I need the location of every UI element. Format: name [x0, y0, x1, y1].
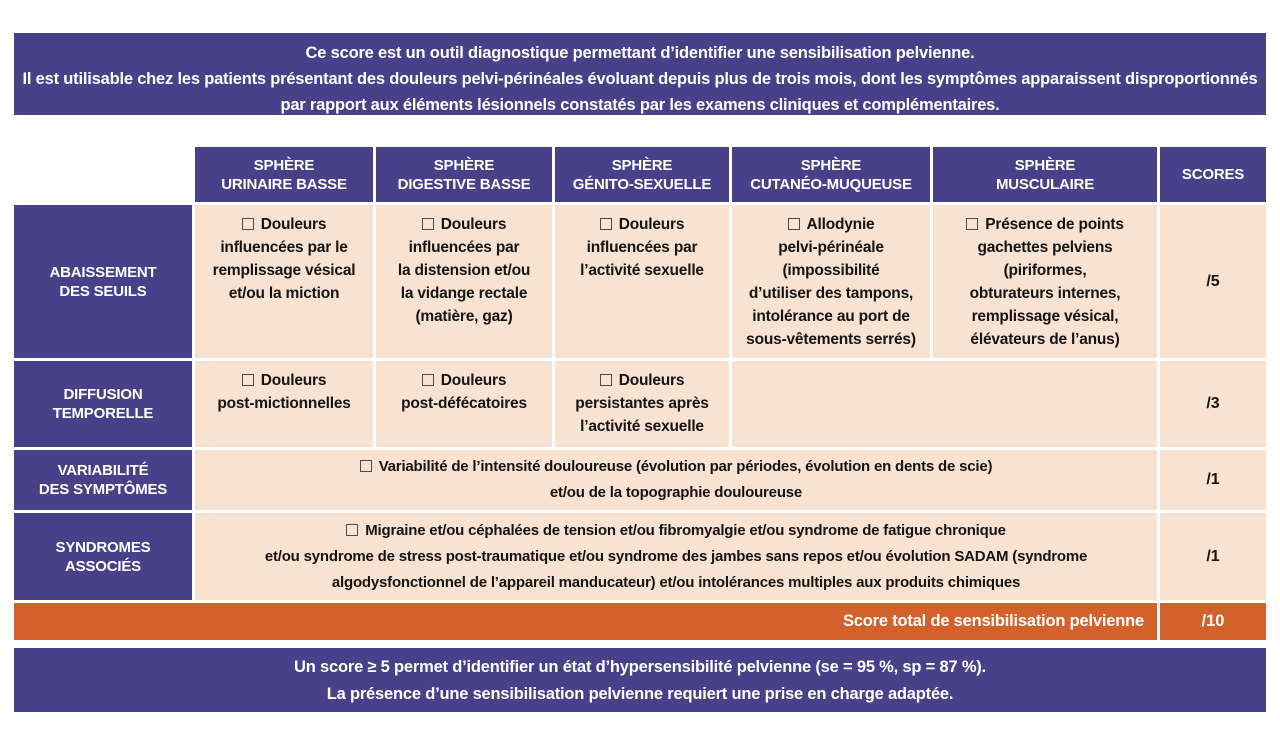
cell-text: Douleurs influencées par la distension e… — [397, 216, 531, 325]
cell-syndromes: Migraine et/ou céphalées de tension et/o… — [195, 513, 1157, 600]
row-header-variabilite-des-symptomes: VARIABILITÉ DES SYMPTÔMES — [14, 450, 192, 510]
row-header-syndromes-associes: SYNDROMES ASSOCIÉS — [14, 513, 192, 600]
cell-variabilite: Variabilité de l’intensité douloureuse (… — [195, 450, 1157, 510]
interpretation-line-1: Un score ≥ 5 permet d’identifier un état… — [294, 658, 986, 676]
checkbox-points-gachettes[interactable] — [966, 218, 979, 230]
row-header-abaissement-des-seuils: ABAISSEMENT DES SEUILS — [14, 205, 192, 358]
checkbox-variabilite[interactable] — [359, 460, 372, 472]
cell-abaissement-cutaneo: Allodynie pelvi-périnéale (impossibilité… — [732, 205, 930, 358]
score-variabilite: /1 — [1160, 450, 1266, 510]
checkbox-post-defecatoires[interactable] — [421, 374, 434, 386]
column-header-sphere-cutaneo-muqueuse: SPHÈRE CUTANÉO-MUQUEUSE — [732, 147, 930, 202]
score-abaissement: /5 — [1160, 205, 1266, 358]
cell-diffusion-genito: Douleurs persistantes après l’activité s… — [555, 361, 729, 447]
cell-text: Variabilité de l’intensité douloureuse (… — [378, 458, 993, 501]
column-header-sphere-musculaire: SPHÈRE MUSCULAIRE — [933, 147, 1157, 202]
checkbox-post-mictionnelles[interactable] — [241, 374, 254, 386]
column-header-sphere-digestive-basse: SPHÈRE DIGESTIVE BASSE — [376, 147, 552, 202]
cell-abaissement-genito: Douleurs influencées par l’activité sexu… — [555, 205, 729, 358]
cell-text: Allodynie pelvi-périnéale (impossibilité… — [746, 216, 916, 348]
checkbox-syndromes[interactable] — [346, 523, 359, 536]
cell-abaissement-musculaire: Présence de points gachettes pelviens (p… — [933, 205, 1157, 358]
intro-banner: Ce score est un outil diagnostique perme… — [14, 33, 1266, 115]
checkbox-douleurs-persistantes[interactable] — [599, 374, 612, 386]
cell-text: Douleurs post-défécatoires — [401, 372, 527, 412]
interpretation-banner: Un score ≥ 5 permet d’identifier un état… — [14, 648, 1266, 712]
cell-abaissement-digestive: Douleurs influencées par la distension e… — [376, 205, 552, 358]
table-corner-empty — [14, 147, 192, 202]
cell-abaissement-urinaire: Douleurs influencées par le remplissage … — [195, 205, 373, 358]
checkbox-douleurs-rectale[interactable] — [421, 218, 434, 230]
row-header-diffusion-temporelle: DIFFUSION TEMPORELLE — [14, 361, 192, 447]
checkbox-douleurs-vesical[interactable] — [241, 218, 254, 230]
checkbox-allodynie[interactable] — [787, 218, 800, 230]
cell-text: Douleurs persistantes après l’activité s… — [575, 372, 709, 435]
score-table: SPHÈRE URINAIRE BASSE SPHÈRE DIGESTIVE B… — [14, 147, 1266, 640]
cell-text: Douleurs influencées par l’activité sexu… — [580, 216, 704, 279]
cell-text: Douleurs influencées par le remplissage … — [212, 216, 356, 302]
cell-text: Migraine et/ou céphalées de tension et/o… — [264, 521, 1088, 591]
column-header-sphere-urinaire-basse: SPHÈRE URINAIRE BASSE — [195, 147, 373, 202]
score-syndromes: /1 — [1160, 513, 1266, 600]
cell-diffusion-digestive: Douleurs post-défécatoires — [376, 361, 552, 447]
cell-text: Présence de points gachettes pelviens (p… — [969, 216, 1124, 348]
checkbox-douleurs-sexuelle[interactable] — [599, 218, 612, 230]
interpretation-line-2: La présence d’une sensibilisation pelvie… — [326, 685, 954, 703]
intro-line-2: Il est utilisable chez les patients prés… — [22, 70, 1258, 114]
total-score-value: /10 — [1160, 603, 1266, 640]
column-header-sphere-genito-sexuelle: SPHÈRE GÉNITO-SEXUELLE — [555, 147, 729, 202]
score-diffusion: /3 — [1160, 361, 1266, 447]
cell-text: Douleurs post-mictionnelles — [217, 372, 351, 412]
intro-line-1: Ce score est un outil diagnostique perme… — [305, 44, 975, 62]
total-score-label: Score total de sensibilisation pelvienne — [14, 603, 1157, 640]
cell-diffusion-empty — [732, 361, 1157, 447]
cell-diffusion-urinaire: Douleurs post-mictionnelles — [195, 361, 373, 447]
column-header-scores: SCORES — [1160, 147, 1266, 202]
